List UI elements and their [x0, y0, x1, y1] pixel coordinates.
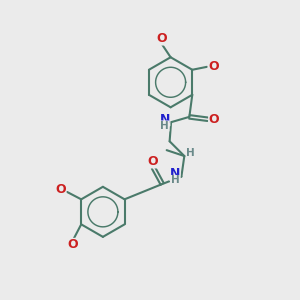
Text: O: O	[147, 155, 158, 168]
Text: O: O	[157, 32, 167, 45]
Text: H: H	[160, 121, 169, 131]
Text: O: O	[55, 182, 66, 196]
Text: O: O	[208, 60, 219, 73]
Text: O: O	[68, 238, 78, 251]
Text: H: H	[186, 148, 195, 158]
Text: H: H	[170, 176, 179, 185]
Text: N: N	[170, 167, 180, 180]
Text: O: O	[209, 113, 219, 126]
Text: N: N	[159, 113, 170, 126]
